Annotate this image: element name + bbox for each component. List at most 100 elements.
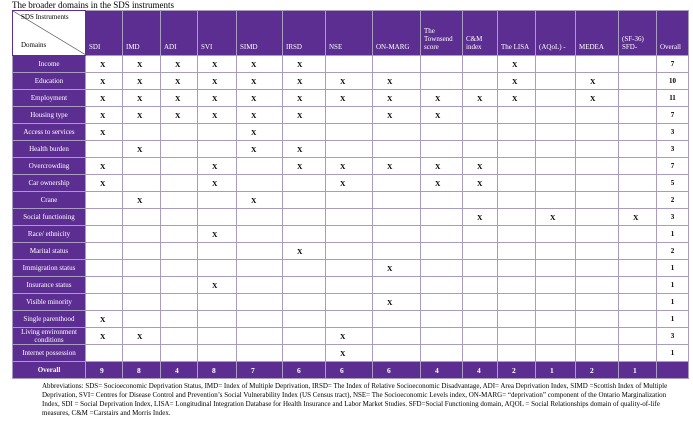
cell <box>197 344 237 362</box>
cell <box>420 191 463 209</box>
cell <box>497 293 536 311</box>
cell <box>462 344 498 362</box>
cell <box>462 72 498 90</box>
cell <box>325 259 373 277</box>
cell <box>420 140 463 158</box>
cell: X <box>197 225 237 243</box>
cell <box>282 208 326 226</box>
cell: X <box>372 293 421 311</box>
table-title: The broader domains in the SDS instrumen… <box>12 0 174 10</box>
cell <box>236 225 283 243</box>
cell <box>160 293 198 311</box>
cell: X <box>325 174 373 192</box>
cell <box>575 55 619 73</box>
column-header: MEDEA <box>575 10 619 56</box>
cell <box>462 225 498 243</box>
cell <box>325 276 373 294</box>
cell: X <box>497 89 536 107</box>
cell <box>160 259 198 277</box>
cell: X <box>236 191 283 209</box>
table-row: Marital status X 2 <box>12 242 689 260</box>
cell <box>462 310 498 328</box>
cell: X <box>85 174 123 192</box>
row-label: Internet possession <box>12 344 86 362</box>
corner-cell: SDS Instruments Domains <box>12 10 86 56</box>
overall-cell: 3 <box>656 123 689 141</box>
cell <box>325 140 373 158</box>
column-header: (AQoL) - <box>535 10 576 56</box>
cell <box>535 327 576 345</box>
cell: X <box>197 276 237 294</box>
cell <box>618 140 657 158</box>
cell <box>618 327 657 345</box>
cell <box>535 310 576 328</box>
cell <box>85 293 123 311</box>
cell: X <box>236 123 283 141</box>
cell: X <box>236 55 283 73</box>
cell <box>282 276 326 294</box>
cell <box>160 140 198 158</box>
total-cell: 7 <box>236 361 283 379</box>
cell <box>420 55 463 73</box>
cell: X <box>122 89 161 107</box>
cell <box>282 123 326 141</box>
cell: X <box>85 123 123 141</box>
total-cell: 1 <box>535 361 576 379</box>
cell <box>575 259 619 277</box>
overall-cell: 1 <box>656 310 689 328</box>
cell <box>575 344 619 362</box>
cell <box>197 293 237 311</box>
cell: X <box>160 55 198 73</box>
overall-cell: 1 <box>656 344 689 362</box>
cell <box>618 55 657 73</box>
cell <box>160 327 198 345</box>
cell: X <box>85 89 123 107</box>
cell <box>575 225 619 243</box>
cell: X <box>160 72 198 90</box>
cell <box>372 140 421 158</box>
cell <box>618 72 657 90</box>
cell <box>618 344 657 362</box>
header-row: SDS Instruments Domains SDI IMD ADI SVI SIMD… <box>12 10 689 56</box>
cell: X <box>197 55 237 73</box>
cell <box>160 191 198 209</box>
cell <box>122 242 161 260</box>
cell <box>575 123 619 141</box>
total-row: Overall 9 8 4 8 7 6 6 6 4 4 2 1 2 1 <box>12 361 689 379</box>
corner-top: SDS Instruments <box>21 13 69 21</box>
cell <box>122 293 161 311</box>
cell: X <box>372 259 421 277</box>
table-row: Internet possession X 1 <box>12 344 689 362</box>
cell <box>535 191 576 209</box>
cell <box>535 123 576 141</box>
cell <box>618 89 657 107</box>
cell <box>122 225 161 243</box>
cell <box>618 242 657 260</box>
cell <box>197 242 237 260</box>
cell: X <box>535 208 576 226</box>
column-header: ON-MARG <box>372 10 421 56</box>
cell <box>197 140 237 158</box>
total-cell: 4 <box>160 361 198 379</box>
row-label: Employment <box>12 89 86 107</box>
cell: X <box>282 106 326 124</box>
cell <box>85 191 123 209</box>
cell <box>236 327 283 345</box>
total-cell: 6 <box>325 361 373 379</box>
cell <box>420 208 463 226</box>
cell <box>575 140 619 158</box>
cell: X <box>325 344 373 362</box>
column-header: (SF-36) SFD- <box>618 10 657 56</box>
cell: X <box>282 55 326 73</box>
cell <box>325 225 373 243</box>
table-row: Living environment conditions X X X 3 <box>12 327 689 345</box>
row-label: Social functioning <box>12 208 86 226</box>
cell <box>618 293 657 311</box>
cell <box>236 259 283 277</box>
overall-cell: 5 <box>656 174 689 192</box>
footnote: Abbreviations: SDS= Socioeconomic Depriv… <box>42 382 668 417</box>
row-label: Race/ ethnicity <box>12 225 86 243</box>
cell <box>85 208 123 226</box>
cell <box>618 123 657 141</box>
cell <box>236 157 283 175</box>
